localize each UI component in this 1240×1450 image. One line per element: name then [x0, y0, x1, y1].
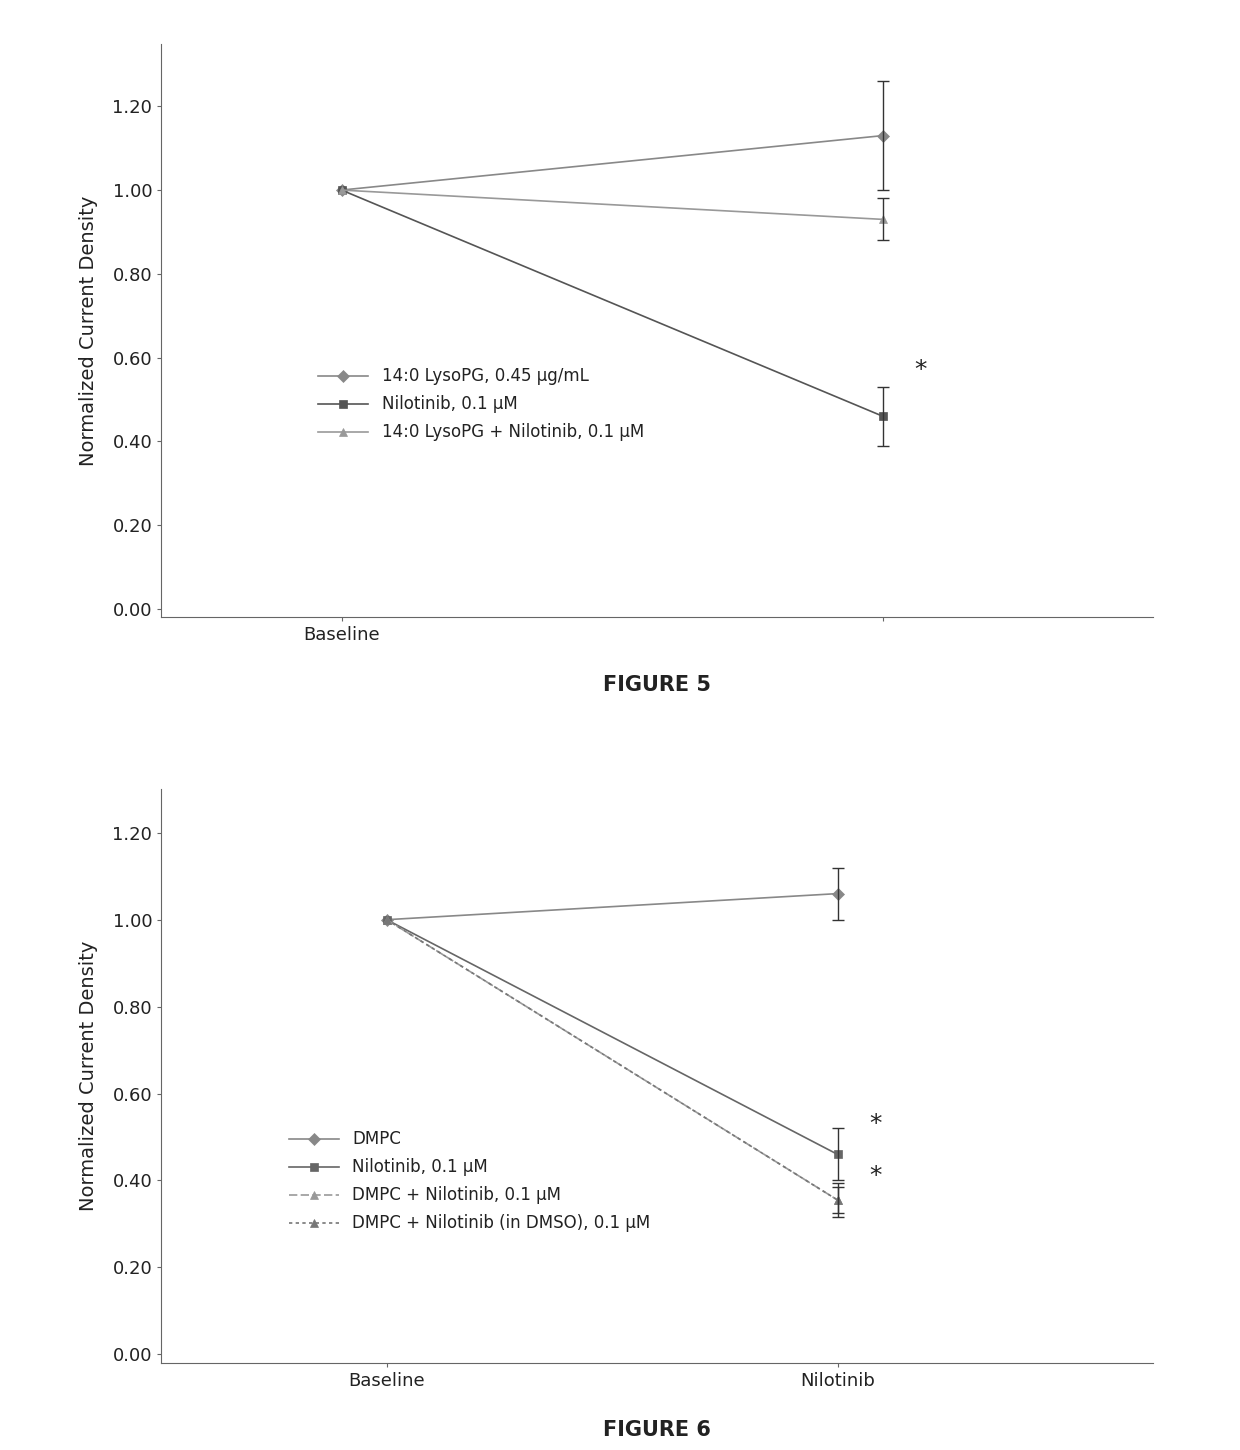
Legend: 14:0 LysoPG, 0.45 μg/mL, Nilotinib, 0.1 μM, 14:0 LysoPG + Nilotinib, 0.1 μM: 14:0 LysoPG, 0.45 μg/mL, Nilotinib, 0.1 … [319, 367, 644, 441]
Text: FIGURE 5: FIGURE 5 [603, 674, 712, 695]
Y-axis label: Normalized Current Density: Normalized Current Density [79, 196, 98, 465]
Y-axis label: Normalized Current Density: Normalized Current Density [79, 941, 98, 1211]
Text: FIGURE 6: FIGURE 6 [604, 1421, 711, 1440]
Text: *: * [914, 358, 926, 383]
Text: *: * [869, 1164, 882, 1188]
Text: *: * [869, 1112, 882, 1135]
Legend: DMPC, Nilotinib, 0.1 μM, DMPC + Nilotinib, 0.1 μM, DMPC + Nilotinib (in DMSO), 0: DMPC, Nilotinib, 0.1 μM, DMPC + Nilotini… [289, 1131, 650, 1232]
